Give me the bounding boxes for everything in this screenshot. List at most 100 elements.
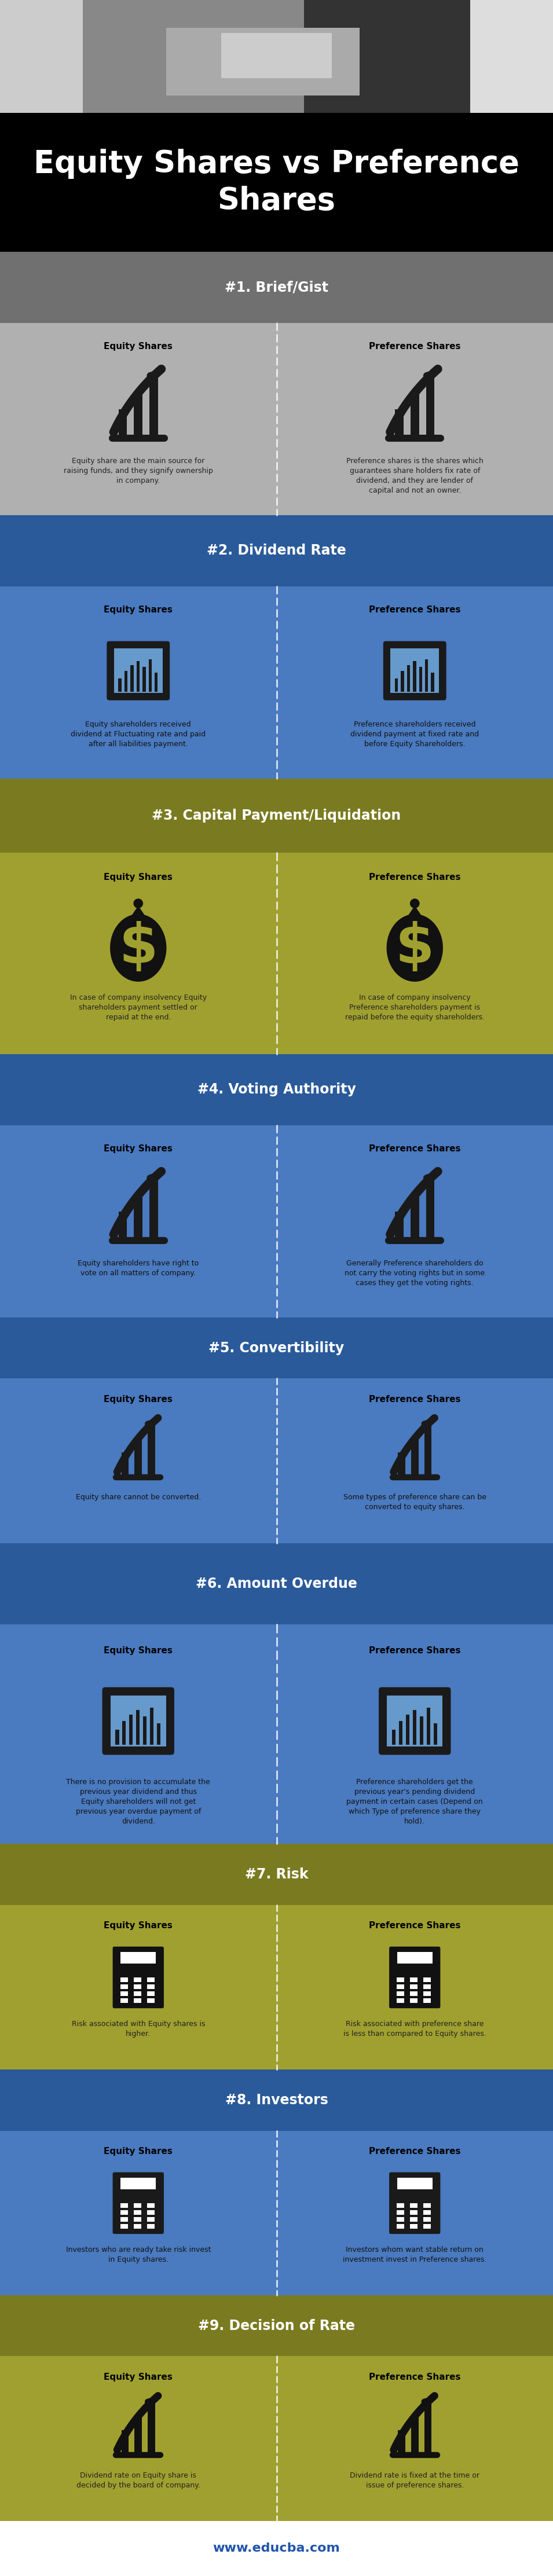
Bar <box>410 1984 418 1989</box>
Bar <box>0 1316 553 1378</box>
Bar <box>423 2202 431 2208</box>
Bar <box>120 2210 128 2215</box>
Bar <box>0 853 553 1054</box>
Bar <box>426 1175 434 1242</box>
Bar <box>423 2210 431 2215</box>
Bar <box>122 1721 126 1744</box>
Bar <box>424 1422 431 1476</box>
Bar <box>0 322 553 515</box>
Bar <box>397 1978 404 1981</box>
Bar <box>0 113 553 252</box>
Text: Preference Shares: Preference Shares <box>369 343 461 350</box>
FancyBboxPatch shape <box>114 1947 162 2007</box>
Bar <box>166 28 359 95</box>
FancyBboxPatch shape <box>386 644 444 698</box>
Text: Preference shares is the shares which
guarantees share holders fix rate of
divid: Preference shares is the shares which gu… <box>346 459 483 495</box>
Bar <box>419 667 422 690</box>
Bar <box>397 2210 404 2215</box>
Text: $: $ <box>395 922 434 974</box>
FancyBboxPatch shape <box>382 1690 448 1752</box>
Bar <box>114 649 163 693</box>
Bar <box>423 1991 431 1996</box>
Bar <box>111 1695 166 1747</box>
Bar <box>119 410 127 438</box>
Text: Equity Shares: Equity Shares <box>104 343 173 350</box>
Text: #7. Risk: #7. Risk <box>245 1868 308 1880</box>
Bar <box>129 1716 133 1744</box>
Bar <box>411 1437 419 1476</box>
Bar <box>157 1723 160 1744</box>
Text: Generally Preference shareholders do
not carry the voting rights but in some
cas: Generally Preference shareholders do not… <box>345 1260 485 1288</box>
Text: Equity shareholders received
dividend at Fluctuating rate and paid
after all lia: Equity shareholders received dividend at… <box>71 721 206 747</box>
Bar <box>150 1708 154 1744</box>
Bar <box>410 392 419 438</box>
Bar <box>392 1728 395 1744</box>
Bar <box>397 1984 404 1989</box>
Text: There is no provision to accumulate the
previous year dividend and thus
Equity s: There is no provision to accumulate the … <box>66 1777 210 1824</box>
Bar <box>147 1978 154 1981</box>
Text: Preference Shares: Preference Shares <box>369 1394 461 1404</box>
Bar <box>423 2223 431 2228</box>
Bar <box>118 677 122 690</box>
Bar <box>397 1999 404 2004</box>
Text: Dividend rate is fixed at the time or
issue of preference shares.: Dividend rate is fixed at the time or is… <box>350 2470 479 2488</box>
Bar <box>410 2218 418 2221</box>
Text: Preference shareholders get the
previous year's pending dividend
payment in cert: Preference shareholders get the previous… <box>347 1777 483 1824</box>
Bar <box>397 2218 404 2221</box>
Bar <box>390 649 439 693</box>
Bar <box>147 2202 154 2208</box>
Bar <box>133 1978 141 1981</box>
Bar <box>397 2223 404 2228</box>
Bar <box>137 662 139 690</box>
Text: Investors whom want stable return on
investment invest in Preference shares.: Investors whom want stable return on inv… <box>343 2246 487 2264</box>
Bar <box>410 1991 418 1996</box>
Bar <box>133 2218 141 2221</box>
Bar <box>120 1999 128 2004</box>
Bar <box>0 2357 553 2522</box>
Ellipse shape <box>110 914 166 981</box>
Bar <box>0 0 553 113</box>
Bar <box>420 1716 423 1744</box>
Bar <box>395 1211 404 1242</box>
Bar <box>134 392 143 438</box>
Text: Some types of preference share can be
converted to equity shares.: Some types of preference share can be co… <box>343 1494 486 1512</box>
Text: Equity share cannot be converted.: Equity share cannot be converted. <box>76 1494 201 1502</box>
FancyBboxPatch shape <box>391 2174 439 2231</box>
Text: Equity Shares: Equity Shares <box>104 1922 173 1929</box>
Bar <box>133 1991 141 1996</box>
Circle shape <box>133 899 143 909</box>
Bar <box>413 662 416 690</box>
Bar <box>147 2223 154 2228</box>
Text: Equity Shares: Equity Shares <box>104 1394 173 1404</box>
Bar <box>122 2429 129 2455</box>
Text: #6. Amount Overdue: #6. Amount Overdue <box>196 1577 357 1592</box>
Bar <box>411 2416 419 2455</box>
Bar <box>122 1453 129 1476</box>
Bar <box>147 1999 154 2004</box>
Bar <box>387 1695 442 1747</box>
Bar <box>0 1378 553 1543</box>
Bar <box>410 1978 418 1981</box>
Bar <box>397 2202 404 2208</box>
Bar <box>133 2202 141 2208</box>
Text: Risk associated with preference share
is less than compared to Equity shares.: Risk associated with preference share is… <box>343 2020 486 2038</box>
Bar <box>155 672 158 690</box>
Bar <box>407 665 410 690</box>
Text: Preference Shares: Preference Shares <box>369 2146 461 2156</box>
Text: Equity Shares: Equity Shares <box>104 2372 173 2380</box>
Text: Equity Shares: Equity Shares <box>104 873 173 881</box>
Bar <box>0 1054 553 1126</box>
Bar <box>0 1543 553 1625</box>
Bar <box>0 2295 553 2357</box>
Bar <box>431 672 434 690</box>
Bar <box>147 2210 154 2215</box>
Bar <box>120 1984 128 1989</box>
Text: Preference shareholders received
dividend payment at fixed rate and
before Equit: Preference shareholders received dividen… <box>351 721 479 747</box>
FancyBboxPatch shape <box>105 1690 171 1752</box>
Bar <box>424 2398 431 2455</box>
Bar <box>116 1728 119 1744</box>
Bar <box>147 2218 154 2221</box>
Bar <box>0 1625 553 1844</box>
Bar <box>134 1437 142 1476</box>
Text: Equity Shares: Equity Shares <box>104 1646 173 1654</box>
